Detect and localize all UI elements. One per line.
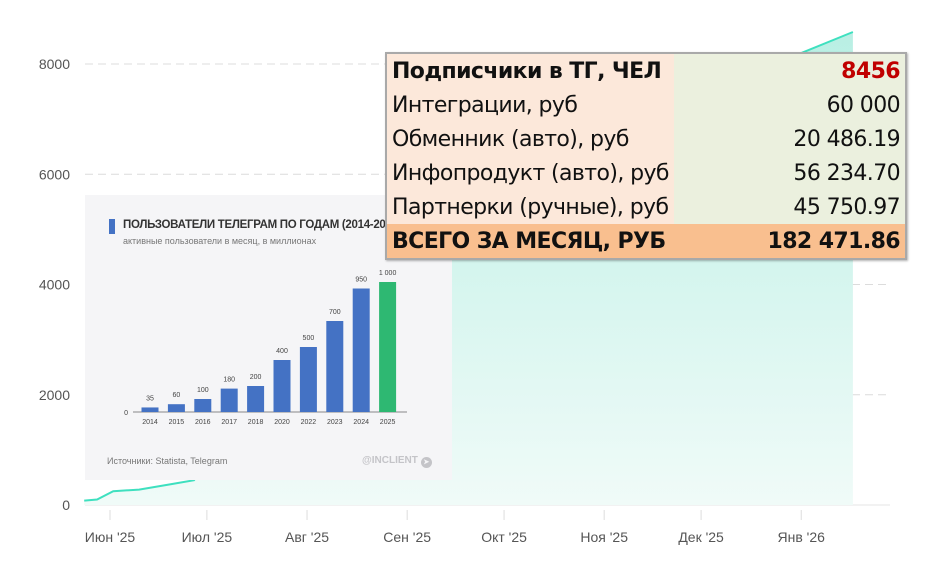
inset-title: ПОЛЬЗОВАТЕЛИ ТЕЛЕГРАМ ПО ГОДАМ (2014-202… [108,219,402,234]
bar-category-label: 2015 [169,419,185,426]
x-tick-label: Ноя '25 [580,529,628,545]
bar-category-label: 2020 [274,419,290,426]
row-label: Подписчики в ТГ, ЧЕЛ [386,53,674,88]
row-value: 182 471.86 [673,224,906,259]
row-label: Партнерки (ручные), руб [386,190,674,224]
x-tick-label: Авг '25 [285,529,329,545]
bar-value-label: 200 [250,374,262,381]
bar-category-label: 2022 [301,419,317,426]
table-row: Инфопродукт (авто), руб 56 234.70 [386,156,906,190]
inset-brand: @INCLIENT ➤ [362,455,432,468]
bar-2015 [167,404,185,412]
bar-value-label: 500 [303,335,315,342]
bar-category-label: 2014 [142,419,158,426]
x-tick-label: Сен '25 [383,529,431,545]
x-tick-label: Дек '25 [678,529,724,545]
inset-bar-chart: 0 35 2014 60 2015 100 2016 180 2017 200 2018 400 202… [124,270,407,426]
row-value: 56 234.70 [673,156,906,190]
bar-2018 [247,386,265,412]
bar-category-label: 2016 [195,419,211,426]
x-tick-label: Окт '25 [481,529,527,545]
bar-value-label: 180 [223,377,235,384]
y-tick-label: 2000 [39,387,70,403]
bar-category-label: 2024 [353,419,369,426]
inset-source: Источники: Statista, Telegram [107,456,228,466]
bar-value-label: 100 [197,387,209,394]
bar-category-label: 2018 [248,419,264,426]
row-label: Обменник (авто), руб [386,122,674,156]
bar-2014 [141,407,159,412]
x-tick-label: Янв '26 [778,529,826,545]
inset-subtitle: активные пользователи в месяц, в миллион… [123,236,317,246]
x-tick-label: Июн '25 [85,529,136,545]
y-tick-label: 6000 [39,166,70,182]
bar-2022 [299,347,317,412]
bar-value-label: 1 000 [379,270,397,277]
row-value: 8456 [673,53,906,88]
bar-value-label: 700 [329,309,341,316]
bar-2025 [379,282,397,412]
row-value: 60 000 [673,88,906,122]
bar-value-label: 60 [173,392,181,399]
x-tick-label: Июл '25 [182,529,233,545]
row-value: 20 486.19 [673,122,906,156]
total-row: ВСЕГО ЗА МЕСЯЦ, РУБ 182 471.86 [386,224,906,259]
bar-value-label: 35 [146,395,154,402]
row-label: Инфопродукт (авто), руб [386,156,674,190]
table-row: Партнерки (ручные), руб 45 750.97 [386,190,906,224]
bar-2020 [273,360,291,412]
bar-2017 [220,388,238,412]
table-row: Обменник (авто), руб 20 486.19 [386,122,906,156]
row-value: 45 750.97 [673,190,906,224]
income-table: Подписчики в ТГ, ЧЕЛ 8456 Интеграции, руб 6… [385,52,907,260]
table-row: Интеграции, руб 60 000 [386,88,906,122]
bar-value-label: 400 [276,348,288,355]
bar-category-label: 2025 [380,419,396,426]
row-label: ВСЕГО ЗА МЕСЯЦ, РУБ [386,224,674,259]
bar-2024 [352,288,370,412]
inset-y-tick-label: 0 [124,410,128,417]
bar-category-label: 2023 [327,419,343,426]
bar-value-label: 950 [355,277,367,284]
bar-category-label: 2017 [221,419,237,426]
y-tick-label: 4000 [39,277,70,293]
bar-2023 [326,321,344,412]
bar-2016 [194,399,212,412]
y-tick-label: 8000 [39,56,70,72]
row-label: Интеграции, руб [386,88,674,122]
telegram-icon: ➤ [420,457,432,468]
table-row: Подписчики в ТГ, ЧЕЛ 8456 [386,53,906,88]
brand-text: @INCLIENT [362,455,418,466]
y-tick-label: 0 [62,497,70,513]
